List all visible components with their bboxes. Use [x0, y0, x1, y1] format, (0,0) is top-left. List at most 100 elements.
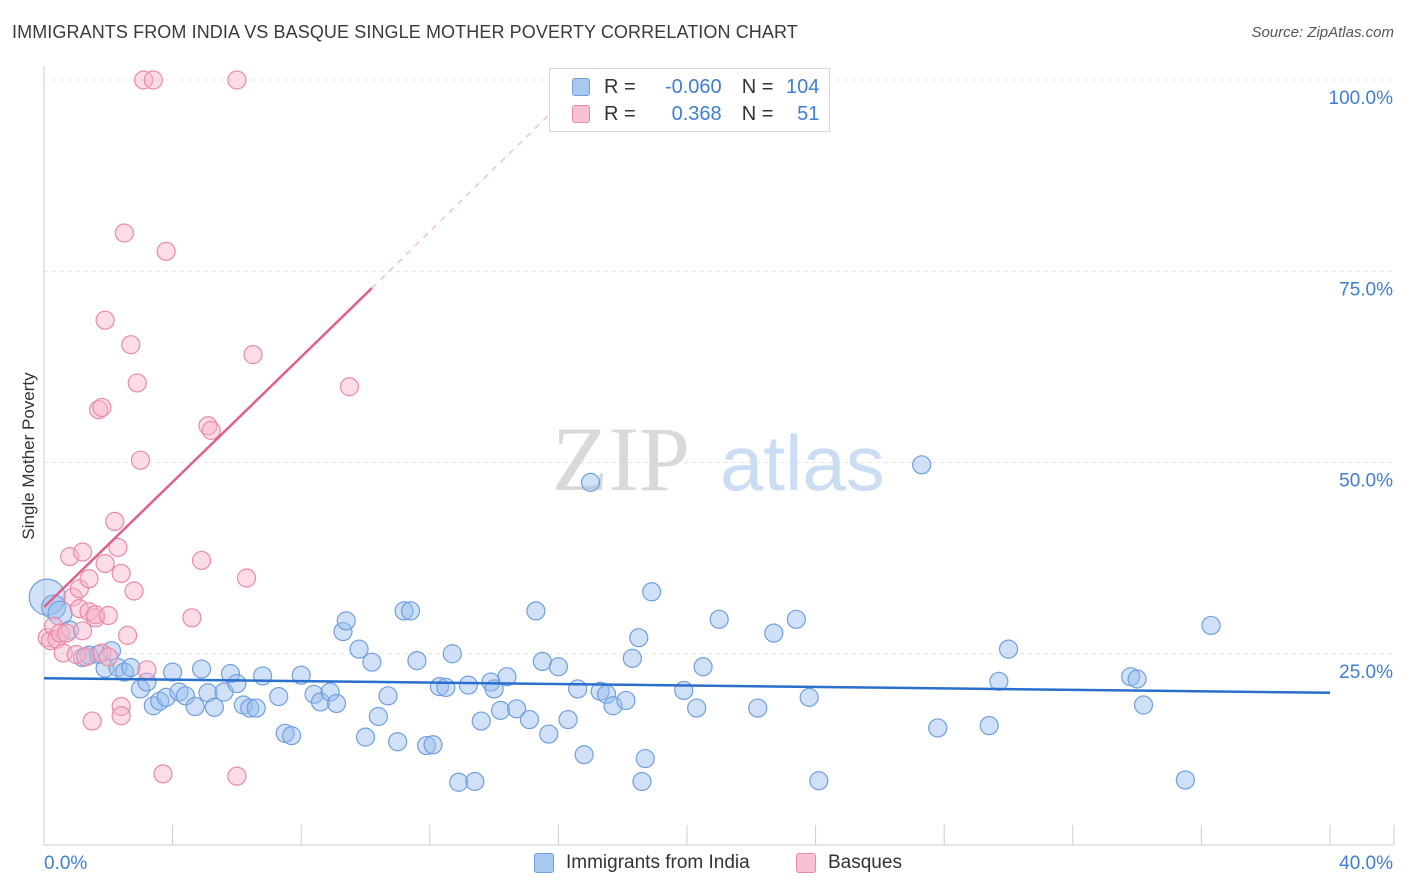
- india-point: [336, 611, 356, 631]
- india-point: [394, 601, 414, 621]
- basque-n-label: N =: [741, 102, 774, 125]
- basque-point: [69, 579, 89, 599]
- basque-point: [108, 537, 128, 558]
- stats-legend: R = -0.060 N = 104 R = 0.368 N = 51: [549, 68, 830, 132]
- basque-point: [105, 511, 125, 532]
- india-trend-line: [43, 676, 1331, 695]
- basque-point: [95, 310, 115, 330]
- india-point: [121, 657, 141, 678]
- india-point: [580, 472, 601, 492]
- india-point: [436, 677, 456, 698]
- watermark-atlas: atlas: [720, 419, 885, 507]
- india-point: [407, 651, 427, 671]
- india-n-value: 104: [786, 75, 820, 98]
- basque-point: [127, 373, 147, 393]
- trend-layer: [43, 67, 1331, 695]
- legend-item-india[interactable]: Immigrants from India: [534, 852, 750, 874]
- india-point: [519, 709, 540, 730]
- legend-row-india: R = -0.060 N = 104: [572, 74, 819, 100]
- basque-point: [124, 581, 144, 601]
- india-point: [532, 651, 552, 672]
- y-tick-label: 50.0%: [1339, 471, 1393, 492]
- basque-point: [121, 335, 141, 355]
- india-point: [185, 696, 205, 717]
- india-point: [507, 699, 527, 719]
- india-point: [548, 657, 569, 677]
- india-point: [220, 664, 241, 684]
- india-point: [497, 667, 517, 687]
- basque-point: [72, 542, 93, 562]
- india-point: [310, 692, 331, 712]
- india-point: [786, 609, 806, 629]
- basque-point: [114, 223, 134, 243]
- india-point: [632, 771, 652, 792]
- india-point: [326, 693, 347, 714]
- legend-india-label: Immigrants from India: [566, 852, 750, 873]
- india-point: [362, 652, 382, 672]
- x-tick-label: 0.0%: [44, 853, 87, 874]
- india-point: [526, 601, 546, 621]
- india-point: [693, 657, 713, 677]
- india-r-label: R =: [604, 75, 636, 98]
- legend-item-basque[interactable]: Basques: [796, 852, 902, 874]
- basque-point: [191, 550, 212, 571]
- basque-point: [72, 621, 93, 641]
- india-point: [764, 623, 784, 643]
- label-layer: 25.0% 50.0% 75.0% 100.0% 0.0% 40.0% Single Mot…: [19, 88, 1393, 874]
- legend-row-basque: R = 0.368 N = 51: [572, 101, 819, 127]
- india-point: [320, 682, 340, 702]
- basque-point: [98, 605, 118, 626]
- india-point: [368, 706, 388, 727]
- basque-trend-line: [43, 287, 373, 608]
- basque-point: [76, 647, 96, 667]
- india-point: [227, 673, 247, 694]
- india-point: [616, 690, 636, 711]
- basque-point: [111, 706, 131, 726]
- india-point: [416, 735, 437, 756]
- india-point: [1133, 695, 1154, 715]
- india-point: [642, 582, 662, 602]
- y-tick-label: 100.0%: [1329, 88, 1394, 109]
- india-point: [709, 609, 729, 629]
- watermark-zip: ZIP: [552, 408, 690, 510]
- basque-point: [227, 766, 247, 786]
- basque-point: [60, 546, 80, 567]
- basque-point: [50, 623, 70, 643]
- legend-india-swatch: [534, 853, 554, 873]
- india-point: [568, 679, 588, 699]
- basque-point: [37, 628, 57, 648]
- india-point: [191, 659, 212, 679]
- basque-point: [137, 660, 157, 680]
- india-point: [163, 662, 183, 682]
- india-point: [1175, 770, 1195, 790]
- india-point: [175, 686, 196, 706]
- basque-r-value: 0.368: [671, 102, 722, 125]
- basque-point: [40, 631, 61, 651]
- india-point: [449, 772, 469, 792]
- india-point: [442, 644, 462, 664]
- india-point: [355, 727, 376, 747]
- y-tick-label: 25.0%: [1339, 662, 1393, 683]
- grid-layer: [44, 79, 1394, 655]
- basque-point: [89, 400, 109, 420]
- india-point: [246, 698, 266, 718]
- legend-basque-swatch: [796, 853, 816, 873]
- series-legend: Immigrants from India Basques: [0, 852, 1406, 878]
- basque-point: [92, 397, 112, 418]
- india-point: [629, 628, 649, 648]
- basque-point: [82, 711, 102, 731]
- india-point: [349, 639, 369, 659]
- basque-point: [111, 563, 131, 584]
- india-point: [809, 771, 829, 791]
- india-point: [558, 709, 578, 730]
- y-axis-title: Single Mother Poverty: [19, 372, 38, 540]
- india-point: [998, 639, 1019, 659]
- india-point: [622, 648, 642, 668]
- india-point: [304, 684, 324, 704]
- india-point: [281, 726, 302, 746]
- india-point: [291, 665, 311, 685]
- india-point: [269, 686, 289, 707]
- y-tick-label: 75.0%: [1339, 279, 1393, 300]
- india-point: [333, 621, 353, 642]
